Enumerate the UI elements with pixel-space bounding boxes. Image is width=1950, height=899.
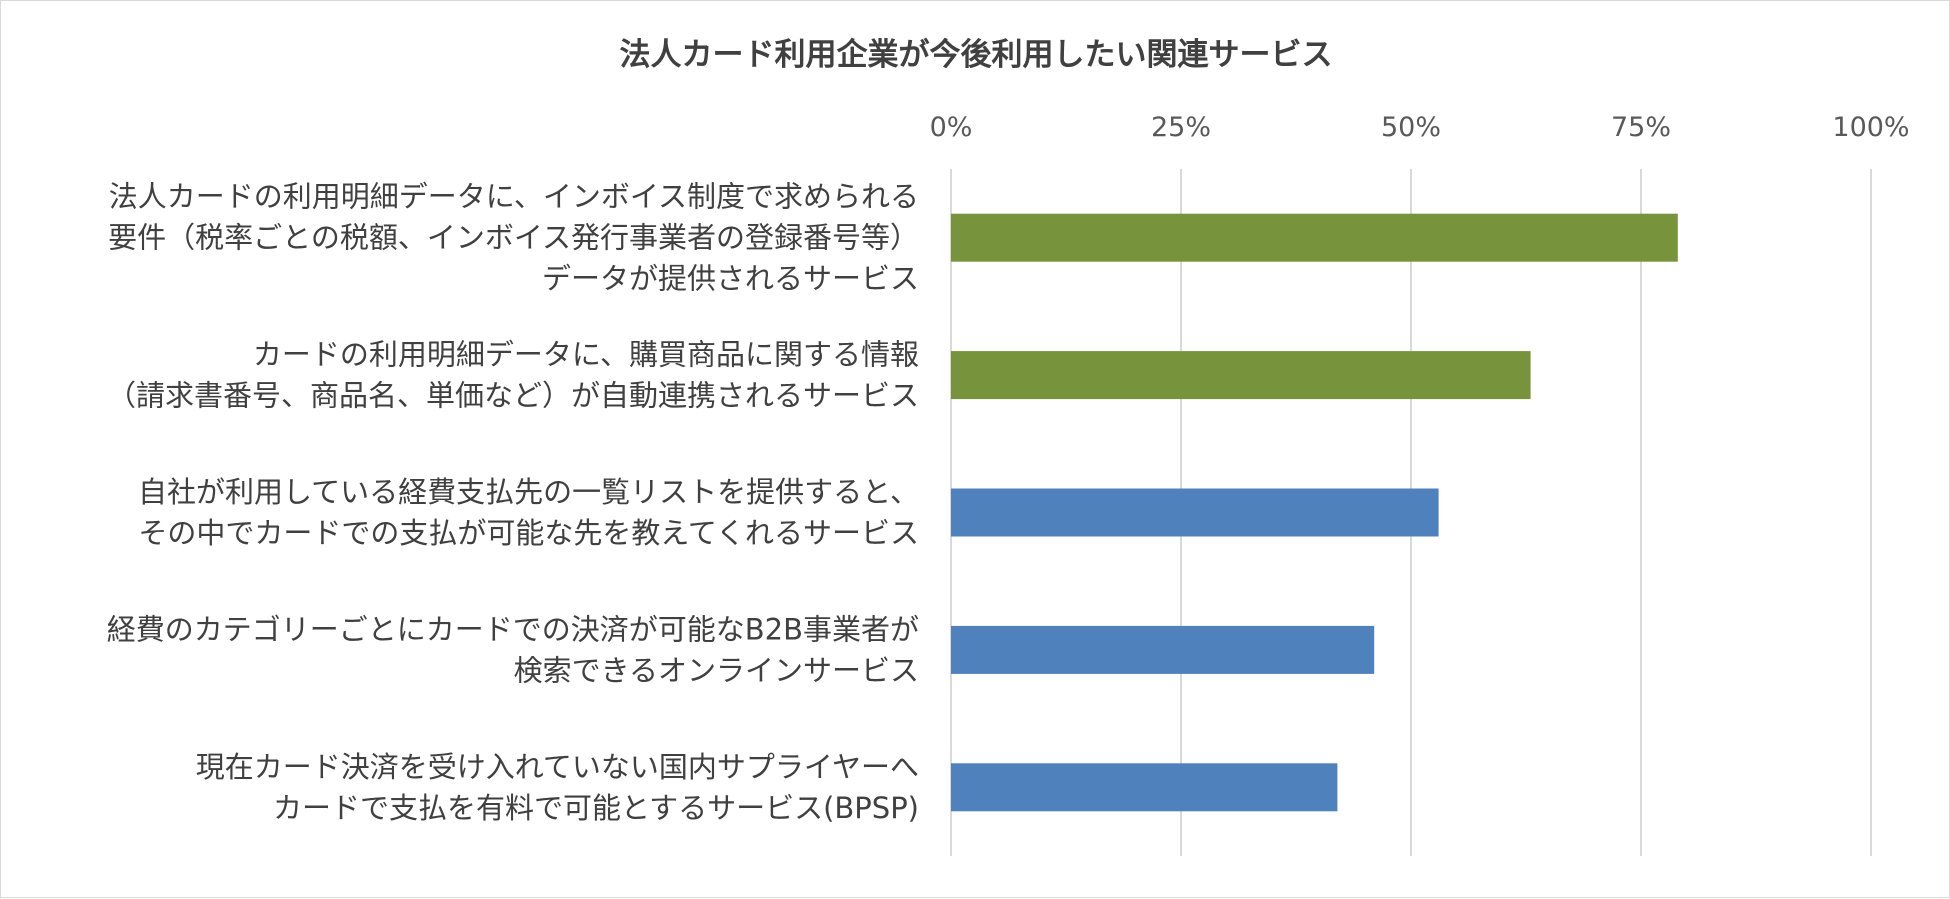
category-label: （請求書番号、商品名、単価など）が自動連携されるサービス	[107, 379, 919, 413]
bar	[951, 488, 1439, 537]
bar	[951, 625, 1375, 674]
category-label: その中でカードでの支払が可能な先を教えてくれるサービス	[138, 516, 919, 550]
x-tick-label: 100%	[1832, 112, 1909, 143]
x-tick-label: 25%	[1151, 112, 1211, 143]
bars	[951, 213, 1678, 812]
x-tick-label: 50%	[1381, 112, 1441, 143]
category-label: 経費のカテゴリーごとにカードでの決済が可能なB2B事業者が	[107, 612, 919, 646]
bar	[951, 213, 1678, 262]
category-labels: 法人カードの利用明細データに、インボイス制度で求められる要件（税率ごとの税額、イ…	[107, 180, 919, 825]
bar	[951, 763, 1338, 812]
category-label: カードの利用明細データに、購買商品に関する情報	[253, 338, 919, 372]
category-label: 検索できるオンラインサービス	[514, 653, 919, 687]
category-label: 自社が利用している経費支払先の一覧リストを提供すると、	[138, 475, 919, 509]
x-tick-label: 75%	[1611, 112, 1671, 143]
category-label: 法人カードの利用明細データに、インボイス制度で求められる	[109, 180, 919, 214]
category-label: データが提供されるサービス	[542, 262, 919, 296]
chart-title: 法人カード利用企業が今後利用したい関連サービス	[620, 37, 1333, 73]
category-label: カードで支払を有料で可能とするサービス(BPSP)	[273, 791, 919, 825]
x-axis-ticks: 0% 25% 50% 75% 100%	[930, 112, 1910, 143]
x-tick-label: 0%	[930, 112, 973, 143]
category-label: 現在カード決済を受け入れていない国内サプライヤーへ	[196, 750, 919, 784]
bar	[951, 351, 1531, 400]
category-label: 要件（税率ごとの税額、インボイス発行事業者の登録番号等）	[108, 221, 919, 255]
